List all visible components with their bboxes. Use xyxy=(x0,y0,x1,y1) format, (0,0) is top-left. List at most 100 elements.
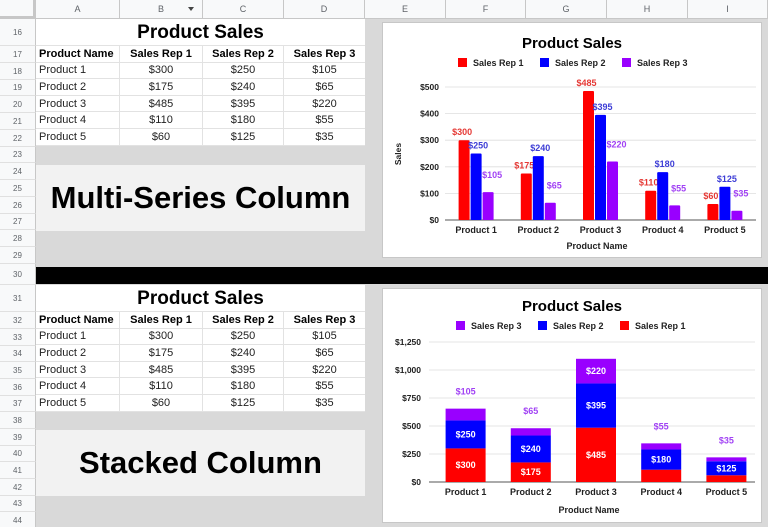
row-header-24[interactable]: 24 xyxy=(0,163,36,180)
select-all-corner[interactable] xyxy=(0,0,36,19)
row-header-44[interactable]: 44 xyxy=(0,512,36,527)
cell[interactable]: $60 xyxy=(120,128,203,145)
cell[interactable]: $485 xyxy=(120,361,203,378)
cell[interactable]: $220 xyxy=(312,363,337,376)
row-header-36[interactable]: 36 xyxy=(0,379,36,396)
data-label: $60 xyxy=(703,191,718,201)
cell[interactable]: Product 2 xyxy=(36,79,120,95)
row-header-19[interactable]: 19 xyxy=(0,80,36,96)
cell[interactable]: Product 5 xyxy=(36,394,120,411)
cell[interactable]: $55 xyxy=(315,380,334,393)
cell[interactable]: $485 xyxy=(120,95,203,112)
header-cell[interactable]: Sales Rep 3 xyxy=(293,47,356,60)
cell[interactable]: $105 xyxy=(312,64,337,77)
row-header-33[interactable]: 33 xyxy=(0,329,36,346)
cell[interactable]: Product 1 xyxy=(36,328,120,345)
column-header-g[interactable]: G xyxy=(526,0,607,19)
row-header-29[interactable]: 29 xyxy=(0,247,36,264)
cell[interactable]: Product 1 xyxy=(36,62,120,79)
cell[interactable]: $125 xyxy=(203,128,284,145)
cell[interactable]: $250 xyxy=(203,62,284,79)
cell[interactable]: $240 xyxy=(203,345,284,361)
cell[interactable]: $105 xyxy=(312,330,337,343)
column-header-f[interactable]: F xyxy=(446,0,526,19)
table-title[interactable]: Product Sales xyxy=(36,19,365,46)
cell[interactable]: $395 xyxy=(203,95,284,112)
data-label: $35 xyxy=(733,189,748,199)
header-cell[interactable]: Sales Rep 3 xyxy=(293,313,356,326)
column-header-i[interactable]: I xyxy=(688,0,768,19)
row-header-25[interactable]: 25 xyxy=(0,180,36,197)
cell[interactable]: $180 xyxy=(203,378,284,394)
cell[interactable]: $250 xyxy=(203,328,284,345)
header-cell[interactable]: Product Name xyxy=(36,46,120,62)
row-header-34[interactable]: 34 xyxy=(0,346,36,362)
cell[interactable]: Product 3 xyxy=(36,95,120,112)
row-header-22[interactable]: 22 xyxy=(0,130,36,147)
row-header-26[interactable]: 26 xyxy=(0,197,36,214)
cell[interactable]: $125 xyxy=(203,394,284,411)
row-header-18[interactable]: 18 xyxy=(0,63,36,80)
black-divider-row[interactable] xyxy=(36,267,768,284)
row-header-16[interactable]: 16 xyxy=(0,19,36,46)
row-header-41[interactable]: 41 xyxy=(0,462,36,479)
stacked-column-chart[interactable]: Product Sales Sales Rep 3 Sales Rep 2 Sales… xyxy=(382,288,762,523)
row-header-40[interactable]: 40 xyxy=(0,446,36,462)
data-label: $105 xyxy=(482,170,502,180)
cell[interactable]: Product 2 xyxy=(36,345,120,361)
cell[interactable]: $300 xyxy=(120,328,203,345)
cell[interactable]: $35 xyxy=(315,130,334,143)
cell[interactable]: $60 xyxy=(120,394,203,411)
header-cell[interactable]: Product Name xyxy=(36,312,120,328)
header-cell[interactable]: Sales Rep 1 xyxy=(120,312,203,328)
cell[interactable]: $175 xyxy=(120,79,203,95)
column-header-h[interactable]: H xyxy=(607,0,688,19)
cell[interactable]: $220 xyxy=(312,97,337,110)
cell[interactable]: $35 xyxy=(315,396,334,409)
cell[interactable]: Product 3 xyxy=(36,361,120,378)
cell[interactable]: $300 xyxy=(120,62,203,79)
row-header-39[interactable]: 39 xyxy=(0,429,36,446)
row-header-38[interactable]: 38 xyxy=(0,412,36,429)
row-header-32[interactable]: 32 xyxy=(0,312,36,329)
cell[interactable]: $240 xyxy=(203,79,284,95)
header-cell[interactable]: Sales Rep 2 xyxy=(203,46,284,62)
cell[interactable]: Product 4 xyxy=(36,112,120,128)
row-header-20[interactable]: 20 xyxy=(0,96,36,113)
cell[interactable]: $180 xyxy=(203,112,284,128)
row-header-23[interactable]: 23 xyxy=(0,147,36,163)
filter-dropdown-icon[interactable] xyxy=(188,7,194,11)
cell[interactable]: Product 4 xyxy=(36,378,120,394)
x-tick-label: Product 2 xyxy=(518,225,560,235)
cell[interactable]: $65 xyxy=(315,80,334,93)
column-header-e[interactable]: E xyxy=(365,0,446,19)
cell[interactable]: $110 xyxy=(120,378,203,394)
column-header-d[interactable]: D xyxy=(284,0,365,19)
header-cell[interactable]: Sales Rep 2 xyxy=(203,312,284,328)
row-header-43[interactable]: 43 xyxy=(0,496,36,512)
bar-segment xyxy=(706,457,747,462)
cell[interactable]: $65 xyxy=(315,346,334,359)
row-header-21[interactable]: 21 xyxy=(0,113,36,130)
multi-series-column-chart[interactable]: Product Sales Sales Rep 1 Sales Rep 2 Sales… xyxy=(382,22,762,258)
banner-multi-series-column[interactable]: Multi-Series Column xyxy=(36,165,365,231)
column-header-a[interactable]: A xyxy=(36,0,120,19)
row-header-31[interactable]: 31 xyxy=(0,285,36,312)
table-title[interactable]: Product Sales xyxy=(36,285,365,312)
cell[interactable]: $175 xyxy=(120,345,203,361)
row-header-27[interactable]: 27 xyxy=(0,214,36,230)
column-header-c[interactable]: C xyxy=(203,0,284,19)
cell[interactable]: $110 xyxy=(120,112,203,128)
row-header-28[interactable]: 28 xyxy=(0,230,36,247)
header-cell[interactable]: Sales Rep 1 xyxy=(120,46,203,62)
cell[interactable]: $55 xyxy=(315,114,334,127)
row-header-37[interactable]: 37 xyxy=(0,396,36,412)
row-header-35[interactable]: 35 xyxy=(0,362,36,379)
column-header-b[interactable]: B xyxy=(120,0,203,19)
cell[interactable]: $395 xyxy=(203,361,284,378)
banner-stacked-column[interactable]: Stacked Column xyxy=(36,430,365,496)
row-header-17[interactable]: 17 xyxy=(0,46,36,63)
row-header-42[interactable]: 42 xyxy=(0,479,36,496)
cell[interactable]: Product 5 xyxy=(36,128,120,145)
row-header-30[interactable]: 30 xyxy=(0,264,36,285)
